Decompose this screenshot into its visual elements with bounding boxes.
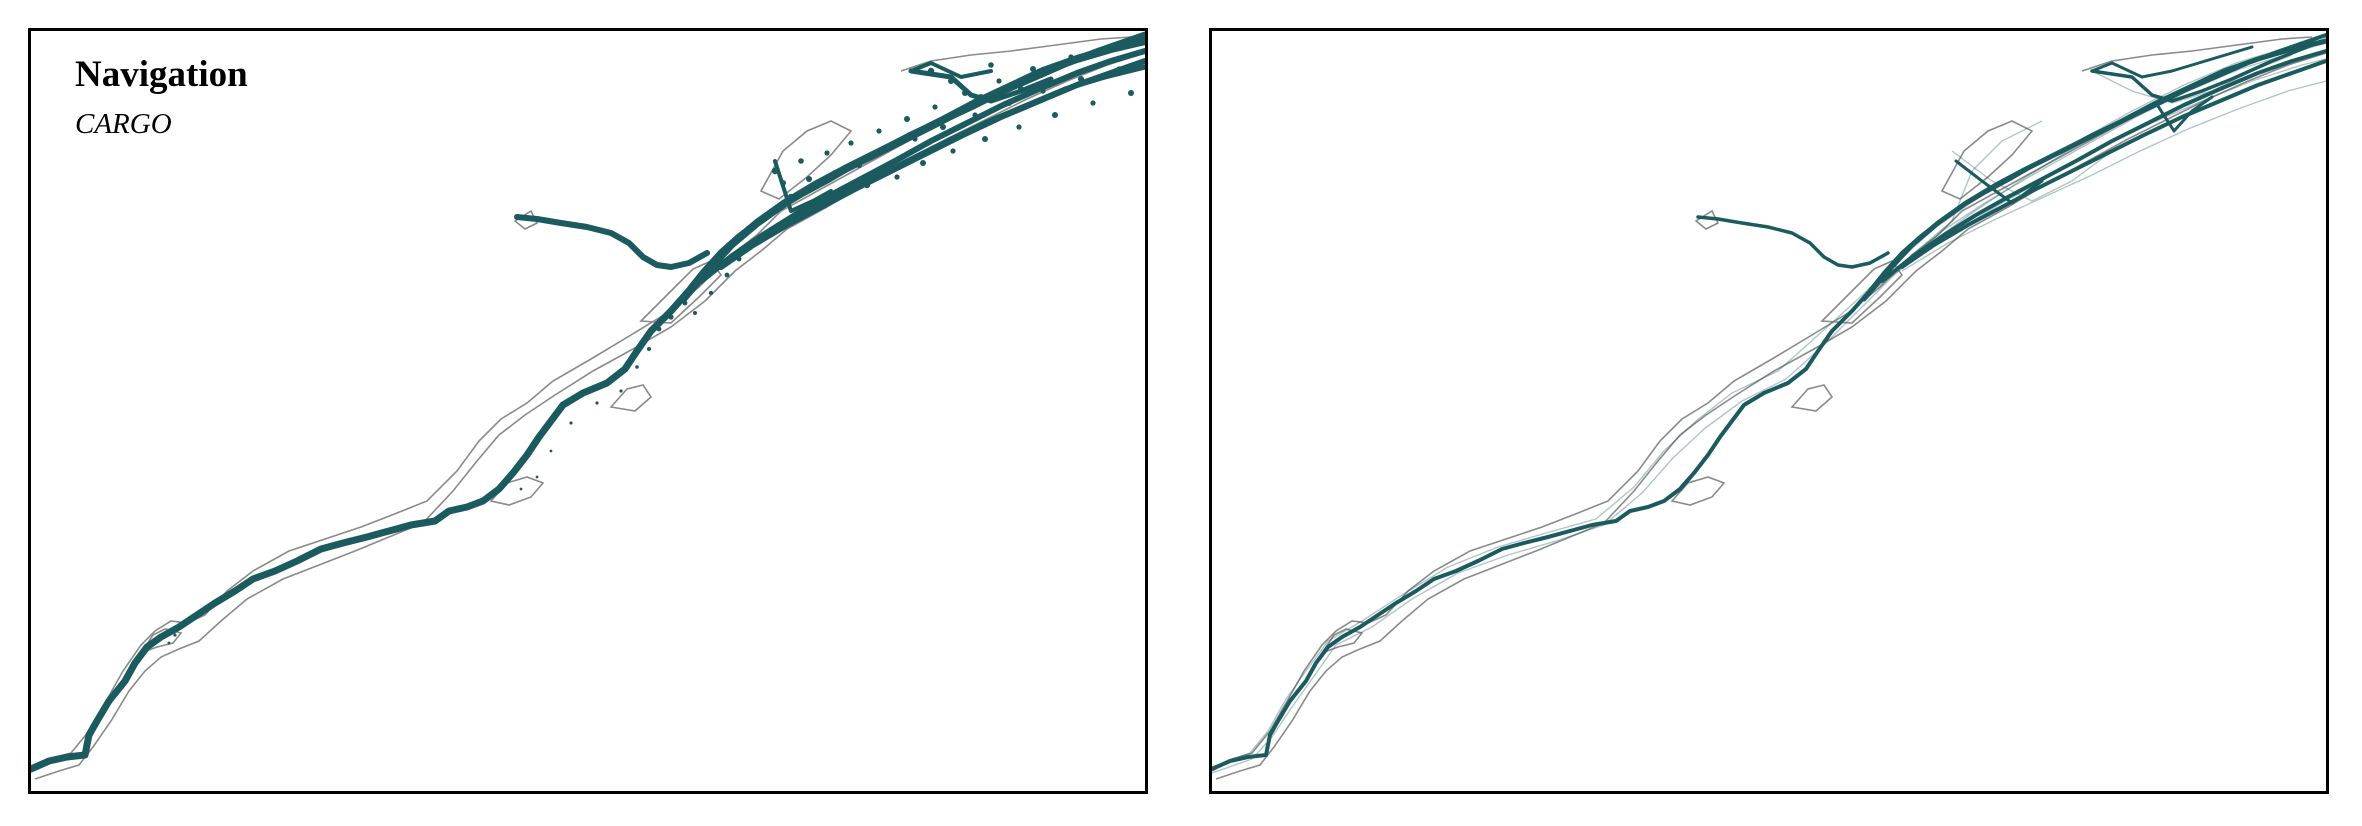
vessel-position-points	[167, 44, 1134, 645]
map-subtitle: CARGO	[75, 108, 172, 140]
shoreline-outline	[31, 36, 1145, 780]
map-panel-lines	[1209, 28, 2329, 794]
map-canvas-points	[31, 31, 1145, 780]
vessel-tracks-points	[31, 31, 1145, 773]
map-panel-points: Navigation CARGO	[28, 28, 1148, 794]
vessel-tracks-faint	[1212, 36, 2326, 774]
vessel-tracks-lines	[1212, 33, 2326, 771]
shoreline-outline	[1212, 36, 2326, 780]
map-canvas-lines	[1212, 33, 2326, 780]
map-title: Navigation	[75, 54, 248, 95]
